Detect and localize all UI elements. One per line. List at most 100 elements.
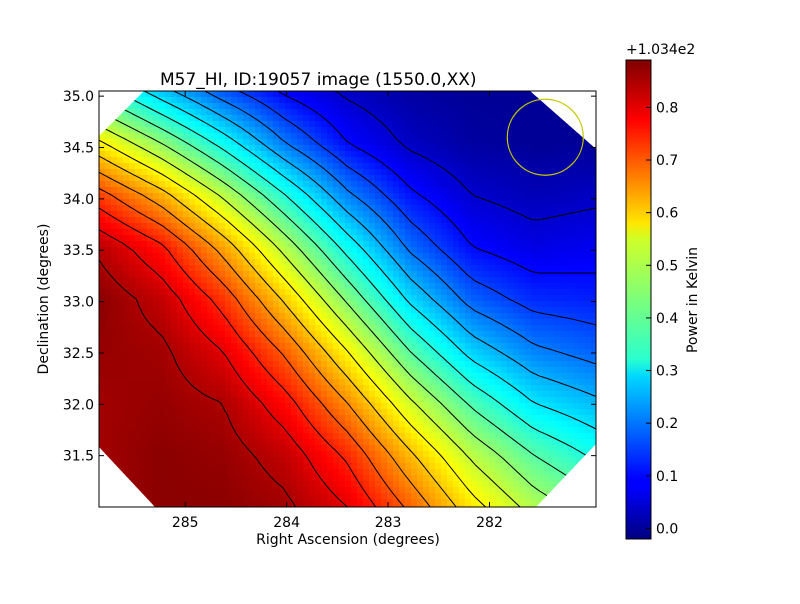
heatmap-cell [321,367,328,374]
heatmap-cell [519,331,526,338]
heatmap-cell [171,361,178,368]
heatmap-cell [243,193,250,200]
heatmap-cell [219,193,226,200]
heatmap-cell [279,283,286,290]
heatmap-cell [591,241,596,248]
heatmap-cell [375,433,382,440]
heatmap-cell [207,235,214,242]
heatmap-cell [231,295,238,302]
heatmap-cell [165,223,172,230]
heatmap-cell [363,403,370,410]
heatmap-cell [357,367,364,374]
heatmap-cell [447,391,454,398]
heatmap-cell [531,439,538,446]
heatmap-cell [525,175,532,182]
heatmap-cell [201,355,208,362]
heatmap-cell [561,415,568,422]
heatmap-cell [513,307,520,314]
heatmap-cell [165,145,172,152]
heatmap-cell [153,277,160,284]
heatmap-cell [159,217,166,224]
heatmap-cell [249,343,256,350]
heatmap-cell [453,385,460,392]
heatmap-cell [273,307,280,314]
heatmap-cell [231,361,238,368]
heatmap-cell [417,121,424,128]
heatmap-cell [387,439,394,446]
heatmap-cell [123,283,130,290]
heatmap-cell [315,97,322,104]
heatmap-cell [345,169,352,176]
heatmap-cell [315,199,322,206]
heatmap-cell [315,349,322,356]
heatmap-cell [381,139,388,146]
heatmap-cell [321,295,328,302]
heatmap-cell [471,325,478,332]
heatmap-cell [219,373,226,380]
heatmap-cell [507,247,514,254]
heatmap-cell [483,265,490,272]
heatmap-cell [363,385,370,392]
heatmap-cell [567,223,574,230]
heatmap-cell [525,397,532,404]
heatmap-cell [483,163,490,170]
heatmap-cell [315,361,322,368]
heatmap-cell [525,247,532,254]
heatmap-cell [123,199,130,206]
heatmap-cell [567,385,574,392]
heatmap-cell [579,163,586,170]
heatmap-cell [159,325,166,332]
heatmap-cell [477,355,484,362]
heatmap-cell [333,127,340,134]
heatmap-cell [273,163,280,170]
heatmap-cell [555,139,562,146]
heatmap-cell [231,379,238,386]
heatmap-cell [507,253,514,260]
heatmap-cell [567,325,574,332]
heatmap-cell [201,349,208,356]
heatmap-cell [321,361,328,368]
heatmap-cell [255,421,262,428]
heatmap-cell [351,247,358,254]
heatmap-cell [147,277,154,284]
heatmap-cell [525,385,532,392]
heatmap-cell [417,187,424,194]
heatmap-cell [501,175,508,182]
heatmap-cell [459,163,466,170]
heatmap-cell [489,175,496,182]
heatmap-cell [123,445,130,452]
heatmap-cell [309,349,316,356]
heatmap-cell [537,145,544,152]
heatmap-cell [363,175,370,182]
heatmap-cell [465,379,472,386]
heatmap-cell [159,289,166,296]
heatmap-cell [303,271,310,278]
heatmap-cell [303,91,310,98]
heatmap-cell [537,289,544,296]
heatmap-cell [243,331,250,338]
heatmap-cell [213,145,220,152]
heatmap-cell [513,217,520,224]
heatmap-cell [195,403,202,410]
heatmap-cell [579,277,586,284]
heatmap-cell [567,253,574,260]
heatmap-cell [303,439,310,446]
heatmap-cell [135,169,142,176]
heatmap-cell [423,265,430,272]
heatmap-cell [399,307,406,314]
heatmap-cell [231,217,238,224]
heatmap-cell [201,373,208,380]
heatmap-cell [237,217,244,224]
heatmap-cell [423,373,430,380]
heatmap-cell [519,109,526,116]
heatmap-cell [363,367,370,374]
heatmap-cell [429,199,436,206]
heatmap-cell [327,307,334,314]
heatmap-cell [495,331,502,338]
heatmap-cell [483,109,490,116]
heatmap-cell [441,157,448,164]
heatmap-cell [147,187,154,194]
heatmap-cell [117,157,124,164]
heatmap-cell [531,145,538,152]
heatmap-cell [261,379,268,386]
